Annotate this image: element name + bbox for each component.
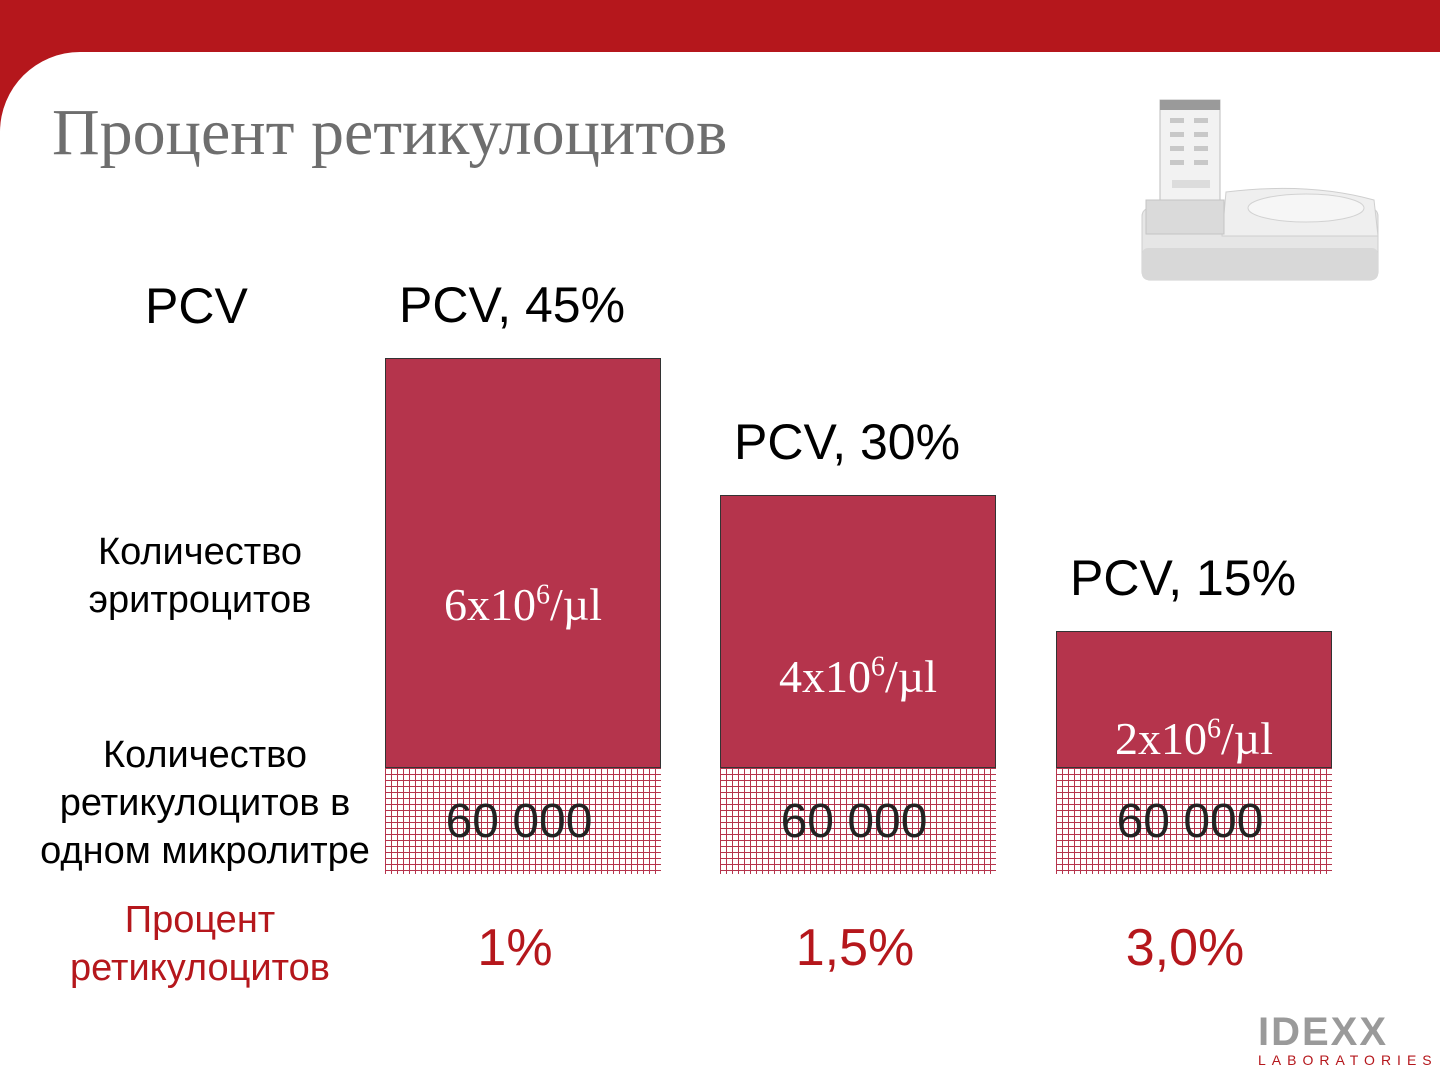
reticulocyte-block xyxy=(1056,768,1332,874)
rbc-bar xyxy=(720,495,996,768)
pcv-heading: PCV, 15% xyxy=(1070,550,1297,606)
rbc-count-label-line2: эритроцитов xyxy=(88,579,312,621)
retic-count-label-line3: одном микролитре xyxy=(40,830,370,872)
pcv-heading: PCV, 30% xyxy=(734,414,961,470)
rbc-count-unit: /µl xyxy=(884,651,938,702)
reticulocyte-count-value: 60 000 xyxy=(1116,795,1264,848)
reticulocyte-block xyxy=(385,768,661,874)
rbc-bar xyxy=(385,358,661,768)
retic-count-label-line1: Количество xyxy=(102,734,308,776)
reticulocyte-block xyxy=(720,768,996,874)
retic-percent-label-line2: ретикулоцитов xyxy=(70,947,330,989)
rbc-count-base: 2x10 xyxy=(1114,713,1207,764)
idexx-logo: IDEXX LABORATORIES xyxy=(1258,1010,1438,1068)
idexx-logo-subtitle: LABORATORIES xyxy=(1258,1052,1438,1068)
rbc-count-unit: /µl xyxy=(1220,713,1274,764)
rbc-count-label-line1: Количество xyxy=(97,531,303,573)
rbc-count-base: 6x10 xyxy=(443,579,536,630)
rbc-count-value: 4x106/µl xyxy=(720,650,996,703)
reticulocyte-count-value: 60 000 xyxy=(780,795,928,848)
rbc-count-value: 2x106/µl xyxy=(1056,712,1332,765)
reticulocyte-percent-value: 1% xyxy=(477,919,553,977)
pcv-heading: PCV, 45% xyxy=(399,277,626,333)
retic-percent-label: Процент ретикулоцитов xyxy=(60,896,340,992)
pcv-row-label: PCV xyxy=(145,278,248,334)
header-bar xyxy=(0,0,1440,52)
retic-count-label: Количество ретикулоцитов в одном микроли… xyxy=(30,731,380,875)
rbc-count-base: 4x10 xyxy=(778,651,871,702)
rbc-count-unit: /µl xyxy=(549,579,603,630)
rbc-count-label: Количество эритроцитов xyxy=(60,528,340,624)
analyzer-device-icon xyxy=(1141,99,1379,281)
retic-percent-label-line1: Процент xyxy=(124,899,276,941)
rbc-count-value: 6x106/µl xyxy=(385,578,661,631)
header-corner-curve xyxy=(0,52,160,212)
rbc-count-exponent: 6 xyxy=(1206,713,1221,745)
reticulocyte-count-value: 60 000 xyxy=(445,795,593,848)
slide-title: Процент ретикулоцитов xyxy=(52,96,728,169)
rbc-count-exponent: 6 xyxy=(535,579,550,611)
reticulocyte-percent-value: 1,5% xyxy=(795,919,915,977)
reticulocyte-percent-value: 3,0% xyxy=(1125,919,1245,977)
retic-count-label-line2: ретикулоцитов в xyxy=(59,782,351,824)
idexx-logo-name: IDEXX xyxy=(1258,1010,1389,1054)
rbc-bar xyxy=(1056,631,1332,768)
rbc-count-exponent: 6 xyxy=(870,651,885,683)
